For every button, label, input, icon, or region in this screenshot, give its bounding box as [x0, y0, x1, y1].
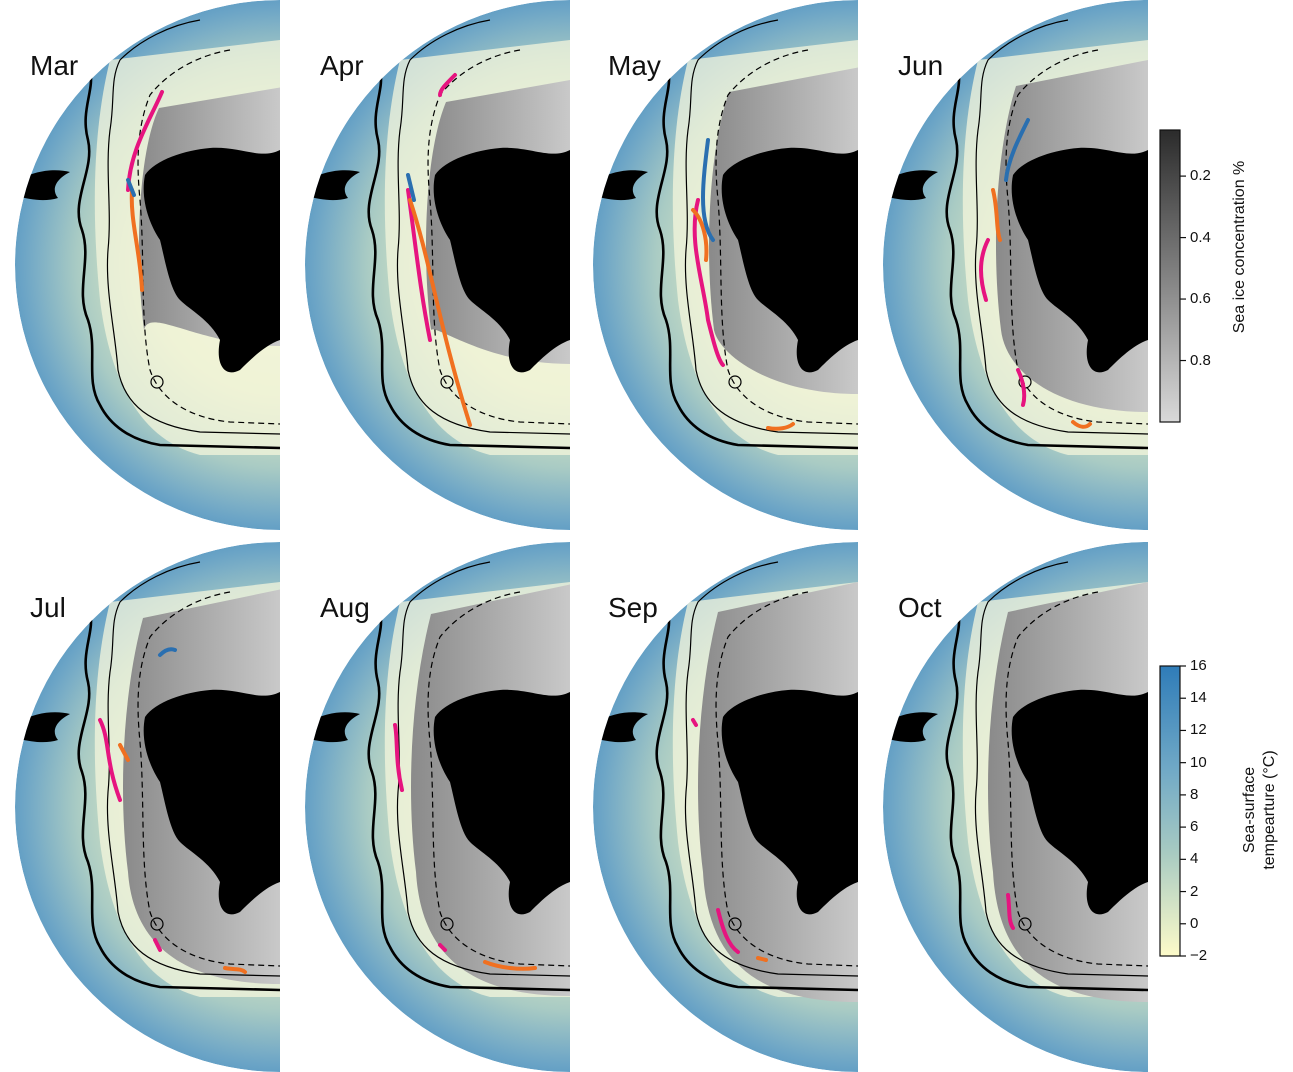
animal-track-orange: [1071, 420, 1092, 429]
month-label: Jul: [30, 592, 66, 623]
map-graphic: [593, 0, 858, 530]
month-label: Sep: [608, 592, 658, 623]
map-panel-jul: Jul: [0, 542, 280, 1072]
sst-title-line2: tempearture (°C): [1261, 750, 1278, 870]
antarctica-landmass: [1011, 147, 1148, 373]
animal-track-pink: [126, 90, 164, 192]
animal-track-pink: [716, 908, 740, 954]
colorbar-tick-label: −2: [1190, 947, 1208, 964]
animal-track-orange: [991, 188, 1002, 242]
animal-track-blue: [126, 178, 136, 197]
map-graphic: [305, 0, 570, 530]
map-panel-jun: Jun: [868, 0, 1148, 530]
sea-ice-colorbar-title: Sea ice concentration %: [1231, 160, 1248, 334]
sea-ice-colorbar-graphic: [1159, 129, 1186, 423]
month-label: May: [608, 50, 661, 81]
colorbar-tick-label: 4: [1190, 850, 1199, 868]
animal-track-orange: [408, 198, 472, 427]
colorbar-tick-label: 0.2: [1190, 167, 1211, 185]
animal-track-pink: [153, 938, 162, 952]
antarctica-landmass: [433, 147, 570, 373]
colorbar-tick-label: 0: [1190, 914, 1199, 932]
colorbar-tick-label: 2: [1190, 882, 1199, 900]
month-label: Aug: [320, 592, 370, 623]
animal-track-pink: [692, 198, 725, 367]
animal-track-pink: [98, 718, 122, 802]
animal-track-blue: [1004, 118, 1030, 182]
map-panel-mar: Mar: [0, 0, 280, 530]
colorbar-tick-label: 16: [1190, 657, 1207, 674]
colorbar-tick-label: 0.4: [1190, 228, 1211, 246]
animal-track-orange: [766, 422, 795, 431]
colorbar-tick-label: 10: [1190, 753, 1207, 771]
map-panel-oct: Oct: [868, 542, 1148, 1072]
month-label: Oct: [898, 592, 942, 623]
animal-track-pink: [1016, 368, 1027, 407]
colorbar-tick-label: 0.8: [1190, 351, 1211, 369]
month-label: Jun: [898, 50, 944, 81]
antarctica-landmass: [143, 689, 280, 915]
map-graphic: [593, 542, 858, 1072]
antarctica-landmass: [721, 689, 858, 915]
map-graphic: [305, 542, 570, 1072]
colorbar-tick-label: 0.6: [1190, 290, 1211, 308]
map-panel-apr: Apr: [290, 0, 570, 530]
animal-track-pink: [979, 238, 990, 302]
animal-track-pink: [691, 718, 698, 727]
map-graphic: [15, 542, 280, 1072]
month-label: Mar: [30, 50, 79, 81]
antarctica-landmass: [433, 689, 570, 915]
animal-track-blue: [158, 647, 177, 657]
map-graphic: [15, 0, 280, 530]
animal-track-orange: [118, 743, 130, 762]
map-panel-may: May: [578, 0, 858, 530]
map-graphic: [883, 0, 1148, 530]
map-panel-sep: Sep: [578, 542, 858, 1072]
animal-track-orange: [223, 966, 247, 974]
animal-track-orange: [129, 188, 144, 292]
map-panel-aug: Aug: [290, 542, 570, 1072]
animal-track-blue: [701, 138, 715, 242]
sst-colorbar-graphic: [1159, 665, 1186, 957]
sst-colorbar-title: Sea-surface tempearture (°C): [1240, 710, 1280, 910]
animal-track-blue: [406, 173, 416, 202]
month-label: Apr: [320, 50, 364, 81]
animal-track-pink: [438, 943, 447, 952]
sst-title-line1: Sea-surface: [1241, 766, 1258, 854]
animal-track-orange: [483, 960, 537, 971]
antarctica-landmass: [721, 147, 858, 373]
animal-track-pink: [393, 723, 404, 792]
antarctica-landmass: [1011, 689, 1148, 915]
animal-track-orange: [691, 208, 709, 262]
colorbar-tick-label: 8: [1190, 785, 1199, 803]
map-graphic: [883, 542, 1148, 1072]
sst-colorbar: 16 14 12 10 8 6 4 2 0 −2: [1159, 657, 1207, 964]
colorbar-tick-label: 12: [1190, 721, 1207, 739]
colorbar-tick-label: 6: [1190, 818, 1199, 836]
sea-ice-colorbar: 0.2 0.4 0.6 0.8: [1159, 129, 1211, 423]
animal-track-orange: [756, 956, 768, 962]
colorbar-tick-label: 14: [1190, 689, 1207, 707]
animal-track-pink: [438, 73, 457, 97]
antarctica-landmass: [143, 147, 280, 373]
animal-track-pink: [1006, 893, 1015, 930]
